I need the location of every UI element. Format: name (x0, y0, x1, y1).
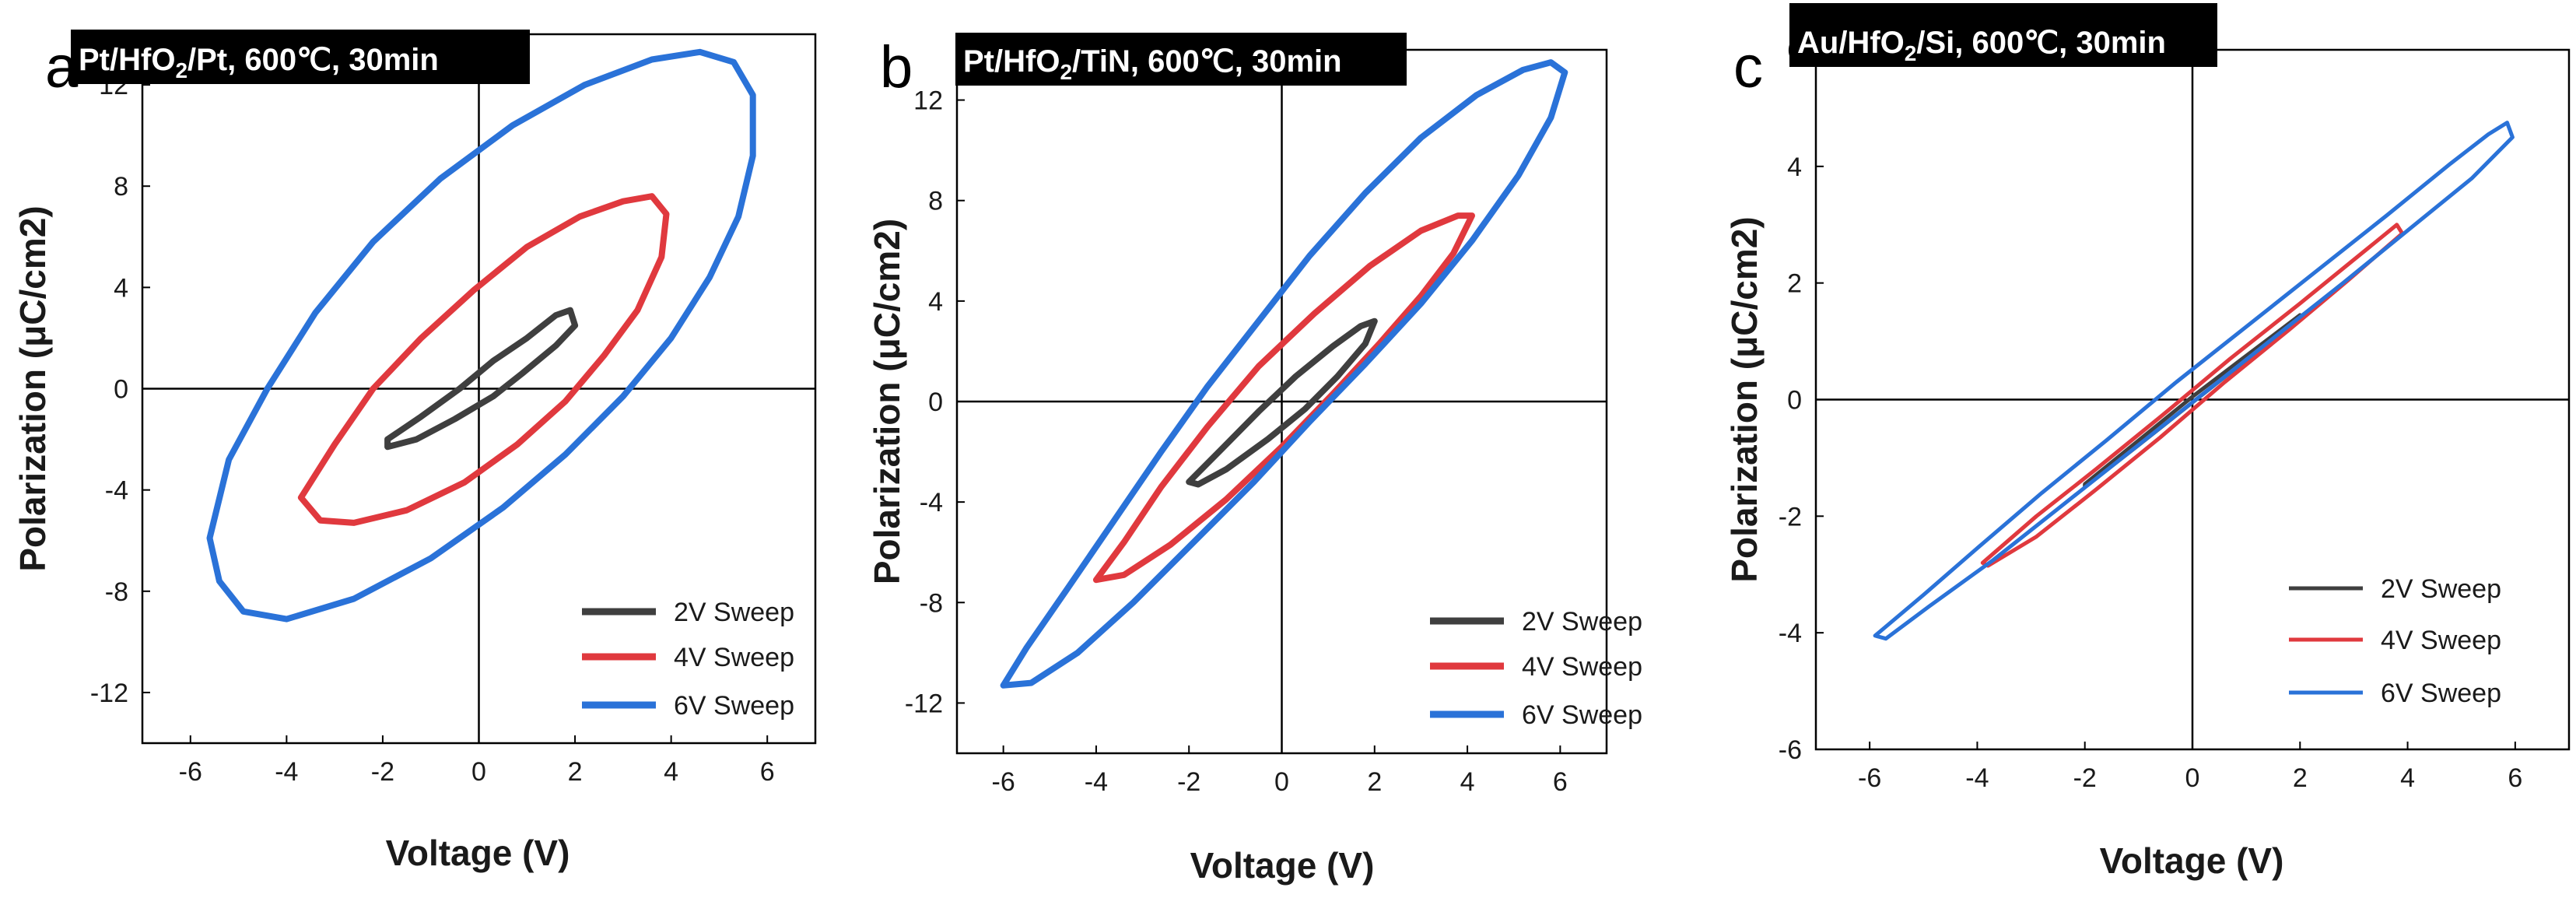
x-tick-label: 2 (1367, 767, 1382, 797)
panel-letter: c (1733, 34, 1763, 100)
legend-label: 4V Sweep (674, 643, 794, 672)
panel-c: -6-4-202466420-2-4-6Au/HfO2/Si, 600℃, 30… (1724, 3, 2571, 881)
legend-label: 2V Sweep (1522, 607, 1642, 637)
y-tick-label: 12 (913, 86, 943, 116)
x-axis-title: Voltage (V) (2100, 840, 2284, 881)
y-tick-label: 4 (1787, 153, 1802, 182)
chart-title: Au/HfO2/Si, 600℃, 30min (1797, 26, 2166, 65)
x-tick-label: -4 (1085, 767, 1108, 797)
panel-letter: a (45, 34, 79, 100)
chart-title: Pt/HfO2/Pt, 600℃, 30min (79, 43, 439, 82)
title-banner (1789, 3, 2217, 67)
legend-label: 6V Sweep (1522, 700, 1642, 730)
y-tick-label: -12 (905, 689, 943, 718)
legend-label: 6V Sweep (2381, 679, 2501, 708)
x-tick-label: 4 (664, 757, 678, 787)
x-tick-label: -6 (179, 757, 202, 787)
y-tick-label: -4 (105, 476, 128, 506)
legend-label: 4V Sweep (1522, 652, 1642, 682)
x-tick-label: -4 (1965, 763, 1989, 793)
x-tick-label: 0 (471, 757, 486, 787)
x-tick-label: -2 (371, 757, 394, 787)
y-tick-label: 8 (114, 172, 128, 202)
y-tick-label: 8 (928, 187, 943, 216)
series-curve-4v-sweep (1092, 212, 1475, 584)
x-tick-label: 2 (2293, 763, 2308, 793)
x-tick-label: 6 (760, 757, 775, 787)
x-tick-label: 6 (2508, 763, 2522, 793)
x-tick-label: 2 (568, 757, 583, 787)
x-tick-label: -2 (1177, 767, 1200, 797)
y-tick-label: -2 (1779, 502, 1802, 531)
panel-letter: b (880, 34, 913, 100)
y-tick-label: 4 (114, 273, 128, 303)
x-tick-label: 0 (1274, 767, 1289, 797)
series-curve-2v-sweep (1186, 317, 1378, 488)
y-axis-title: Polarization (μC/cm2) (12, 205, 53, 571)
series-curve-6v-sweep (1873, 121, 2515, 641)
x-tick-label: -6 (1858, 763, 1881, 793)
panel-b: -6 -4 -2 0 2 4 6 12 8 4 0 -4 -8 -12 Pt/HfO2/TiN, 600℃,… (867, 33, 1642, 886)
y-axis-title: Polarization (μC/cm2) (1724, 216, 1765, 582)
y-tick-label: -8 (105, 577, 128, 607)
x-tick-label: 4 (2400, 763, 2415, 793)
y-tick-label: 0 (114, 375, 128, 405)
y-tick-label: -12 (90, 679, 128, 708)
x-tick-label: 0 (2185, 763, 2200, 793)
x-tick-label: 4 (1460, 767, 1475, 797)
series-curve-6v-sweep (206, 48, 756, 623)
x-tick-label: -4 (275, 757, 298, 787)
series-curve-4v-sweep (297, 193, 670, 526)
x-axis-title: Voltage (V) (386, 833, 570, 873)
title-banner (955, 33, 1407, 86)
y-tick-label: -6 (1779, 735, 1802, 765)
series-curve-2v-sweep (384, 307, 579, 451)
series-curve-6v-sweep (1000, 59, 1568, 689)
y-tick-label: 0 (928, 388, 943, 417)
y-tick-label: 0 (1787, 386, 1802, 416)
x-tick-label: 6 (1553, 767, 1568, 797)
x-axis-title: Voltage (V) (1190, 845, 1375, 886)
y-tick-label: 2 (1787, 269, 1802, 299)
legend-label: 2V Sweep (2381, 574, 2501, 604)
title-banner (71, 30, 530, 84)
y-tick-label: -4 (1779, 619, 1802, 648)
x-tick-label: -2 (2073, 763, 2097, 793)
legend-label: 4V Sweep (2381, 626, 2501, 655)
legend-label: 2V Sweep (674, 598, 794, 627)
chart-title: Pt/HfO2/TiN, 600℃, 30min (963, 44, 1342, 84)
y-tick-label: -4 (920, 488, 943, 517)
legend-label: 6V Sweep (674, 691, 794, 721)
y-axis-title: Polarization (μC/cm2) (867, 219, 907, 584)
y-tick-label: 4 (928, 287, 943, 317)
x-tick-label: -6 (992, 767, 1015, 797)
y-tick-label: -8 (920, 588, 943, 618)
